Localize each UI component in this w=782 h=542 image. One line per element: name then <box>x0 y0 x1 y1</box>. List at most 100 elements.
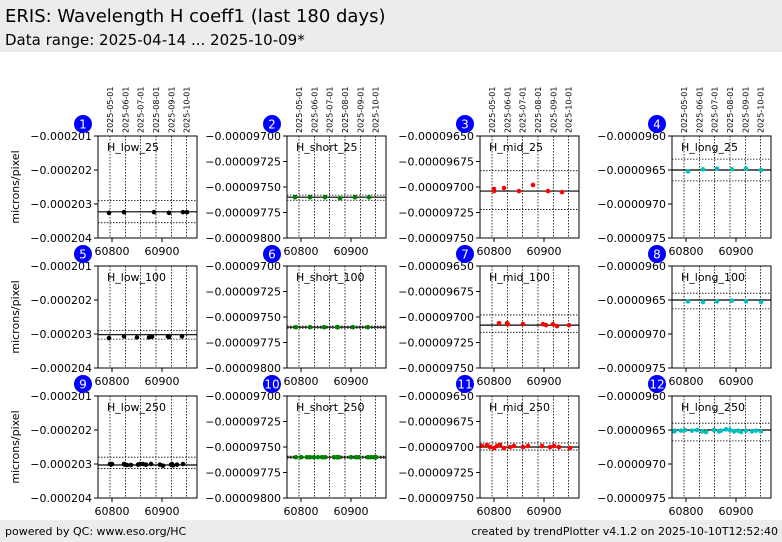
date-tick-label: 2025-06-01 <box>696 87 705 134</box>
date-tick-label: 2025-08-01 <box>534 87 543 134</box>
panel-number-badge <box>456 375 474 393</box>
x-tick-label: 60900 <box>719 375 754 388</box>
y-tick-label: −0.00009725 <box>398 337 474 350</box>
x-tick-label: 60900 <box>527 375 562 388</box>
data-point <box>672 428 678 433</box>
x-tick-label: 60900 <box>145 245 180 258</box>
data-point <box>184 209 190 215</box>
data-point <box>106 335 112 341</box>
data-point <box>743 428 749 433</box>
data-point <box>166 334 172 340</box>
panel-label: H_short_100 <box>296 271 365 284</box>
plot-frame <box>671 395 772 499</box>
data-point <box>566 322 572 328</box>
data-point <box>501 445 507 451</box>
data-point <box>685 299 691 304</box>
panel-label: H_mid_250 <box>489 401 550 414</box>
data-point <box>307 194 313 200</box>
data-point <box>307 324 313 330</box>
y-axis-label: microns/pixel <box>9 150 22 223</box>
y-tick-label: −0.000202 <box>30 424 92 437</box>
data-point <box>731 429 737 434</box>
data-point <box>321 324 327 330</box>
x-tick-label: 60900 <box>719 245 754 258</box>
data-point <box>479 443 485 449</box>
date-tick-label: 2025-09-01 <box>357 87 366 134</box>
date-tick-label: 2025-08-01 <box>341 87 350 134</box>
y-tick-label: −0.00009800 <box>205 492 281 505</box>
data-point <box>180 461 186 467</box>
plot-frame <box>97 135 198 239</box>
panel-number-badge <box>456 115 474 133</box>
data-point <box>700 299 706 305</box>
data-point <box>292 194 298 200</box>
data-point <box>678 428 684 433</box>
data-point <box>714 299 720 304</box>
data-point <box>743 299 749 304</box>
panel-label: H_mid_100 <box>489 271 550 284</box>
data-point <box>149 334 155 340</box>
panel-number: 10 <box>264 378 279 392</box>
data-point <box>700 167 706 172</box>
data-point <box>694 427 700 433</box>
y-tick-label: −0.0000970 <box>597 198 666 211</box>
data-point <box>567 445 573 451</box>
panel-label: H_short_250 <box>296 401 365 414</box>
panel-label: H_low_25 <box>107 141 159 154</box>
data-point <box>298 454 304 460</box>
y-tick-label: −0.000201 <box>30 260 92 273</box>
footer-created-by: created by trendPlotter v4.1.2 on 2025-1… <box>471 525 778 538</box>
plot-frame <box>671 135 772 239</box>
data-point <box>758 299 764 305</box>
data-point <box>356 454 362 460</box>
y-tick-label: −0.000203 <box>30 328 92 341</box>
panel-number: 12 <box>649 378 664 392</box>
y-tick-label: −0.000201 <box>30 390 92 403</box>
panel-number-badge <box>648 245 666 263</box>
y-tick-label: −0.00009650 <box>398 260 474 273</box>
date-tick-label: 2025-06-01 <box>311 87 320 134</box>
y-tick-label: −0.00009800 <box>205 362 281 375</box>
x-tick-label: 60800 <box>284 245 319 258</box>
date-tick-label: 2025-06-01 <box>122 87 131 134</box>
data-point <box>179 334 185 339</box>
date-tick-label: 2025-10-01 <box>757 87 766 134</box>
data-point <box>718 428 724 433</box>
data-point <box>336 454 342 460</box>
data-point <box>539 443 545 449</box>
panel-label: H_low_100 <box>107 271 166 284</box>
y-tick-label: −0.000202 <box>30 294 92 307</box>
data-point <box>530 182 536 188</box>
x-tick-label: 60800 <box>669 245 704 258</box>
data-point <box>525 443 531 449</box>
panel-label: H_long_100 <box>681 271 745 284</box>
x-tick-label: 60900 <box>719 505 754 518</box>
panel-number: 11 <box>457 378 472 392</box>
data-point <box>738 429 744 435</box>
panel-number: 3 <box>461 118 469 132</box>
data-point <box>545 188 551 194</box>
data-point <box>352 194 358 200</box>
footer-bar: powered by QC: www.eso.org/HC created by… <box>0 520 782 542</box>
data-point <box>491 188 497 194</box>
data-point <box>516 188 522 194</box>
data-point <box>551 443 557 449</box>
panel-label: H_long_250 <box>681 401 745 414</box>
date-tick-label: 2025-09-01 <box>742 87 751 134</box>
date-tick-label: 2025-05-01 <box>106 87 115 134</box>
panel-number-badge <box>74 115 92 133</box>
data-point <box>520 444 526 450</box>
y-tick-label: −0.000204 <box>30 362 92 375</box>
panel-number-badge <box>648 115 666 133</box>
data-point <box>366 194 372 200</box>
y-tick-label: −0.00009775 <box>205 207 281 220</box>
y-tick-label: −0.00009700 <box>205 130 281 143</box>
x-tick-label: 60900 <box>145 505 180 518</box>
data-point <box>753 428 759 433</box>
y-tick-label: −0.00009675 <box>398 156 474 169</box>
date-tick-label: 2025-07-01 <box>326 87 335 134</box>
panel-number: 2 <box>268 118 276 132</box>
y-tick-label: −0.0000965 <box>597 164 666 177</box>
panel-label: H_low_250 <box>107 401 166 414</box>
y-tick-label: −0.00009700 <box>398 441 474 454</box>
